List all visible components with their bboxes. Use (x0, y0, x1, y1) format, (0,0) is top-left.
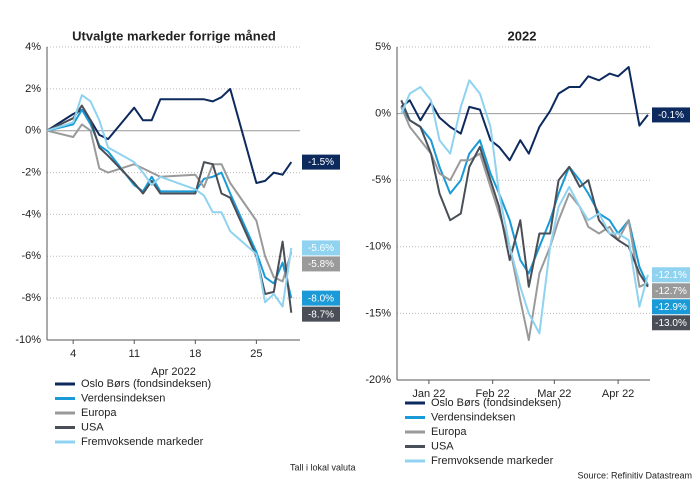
legend-label: Fremvoksende markeder (81, 436, 204, 448)
end-label: -0.1% (658, 110, 684, 121)
y-tick-label: -8% (21, 292, 41, 304)
legend-label: Europa (81, 407, 117, 419)
end-label-box (652, 267, 690, 283)
y-tick-label: 5% (375, 41, 391, 53)
end-label: -8.0% (308, 293, 334, 304)
series-line (400, 79, 649, 335)
legend-label: USA (431, 440, 454, 452)
chart-title: Utvalgte markeder forrige måned (72, 28, 276, 43)
x-tick-label: Feb 22 (476, 388, 510, 400)
end-label: -1.5% (308, 157, 334, 168)
chart-title: 2022 (508, 28, 537, 43)
y-tick-label: 0% (375, 108, 391, 120)
x-tick-label: 4 (70, 348, 76, 360)
end-label: -13.0% (655, 318, 687, 329)
note: Source: Refinitiv Datastream (577, 470, 692, 480)
legend-label: USA (81, 421, 104, 433)
note: Tall i lokal valuta (290, 462, 356, 472)
x-axis-label: Apr 2022 (151, 366, 196, 378)
x-tick-label: 18 (189, 348, 201, 360)
y-tick-label: -4% (21, 208, 41, 220)
y-tick-label: -15% (365, 307, 391, 319)
x-tick-label: 11 (129, 348, 140, 360)
end-label: -12.9% (655, 302, 687, 313)
series-line (400, 99, 649, 288)
series-line (46, 104, 293, 313)
end-label: -5.8% (308, 259, 334, 270)
y-tick-label: -5% (371, 174, 391, 186)
end-label: -5.6% (308, 243, 334, 254)
series-line (46, 108, 293, 299)
legend-label: Fremvoksende markeder (431, 455, 554, 467)
end-label-box (652, 299, 690, 315)
x-tick-label: Apr 22 (602, 388, 634, 400)
x-tick-label: Jan 22 (412, 388, 445, 400)
legend-label: Europa (431, 426, 467, 438)
end-label: -12.7% (655, 286, 687, 297)
end-label-box (302, 306, 340, 322)
series-line (46, 123, 293, 283)
end-label-box (302, 290, 340, 306)
x-tick-label: 25 (250, 348, 262, 360)
legend-label: Oslo Børs (fondsindeksen) (81, 378, 211, 390)
end-label: -12.1% (655, 270, 687, 281)
y-tick-label: 4% (25, 41, 41, 53)
end-label-box (302, 154, 340, 170)
legend-label: Verdensindeksen (431, 411, 515, 423)
legend-label: Oslo Børs (fondsindeksen) (431, 397, 561, 409)
series-line (46, 94, 293, 308)
y-tick-label: -20% (365, 374, 391, 386)
end-label-box (302, 256, 340, 272)
end-label-box (652, 283, 690, 299)
end-label-box (652, 315, 690, 331)
series-line (400, 66, 649, 162)
series-line (400, 106, 649, 341)
legend-label: Verdensindeksen (81, 392, 165, 404)
end-label: -8.7% (308, 309, 334, 320)
end-label-box (302, 240, 340, 256)
y-tick-label: -6% (21, 250, 41, 262)
y-tick-label: -2% (21, 166, 41, 178)
series-line (400, 106, 649, 286)
y-tick-label: -10% (365, 241, 391, 253)
end-label-box (652, 107, 690, 123)
y-tick-label: 0% (25, 125, 41, 137)
series-line (46, 87, 293, 184)
x-tick-label: Mar 22 (537, 388, 571, 400)
y-tick-label: 2% (25, 83, 41, 95)
y-tick-label: -10% (15, 334, 41, 346)
